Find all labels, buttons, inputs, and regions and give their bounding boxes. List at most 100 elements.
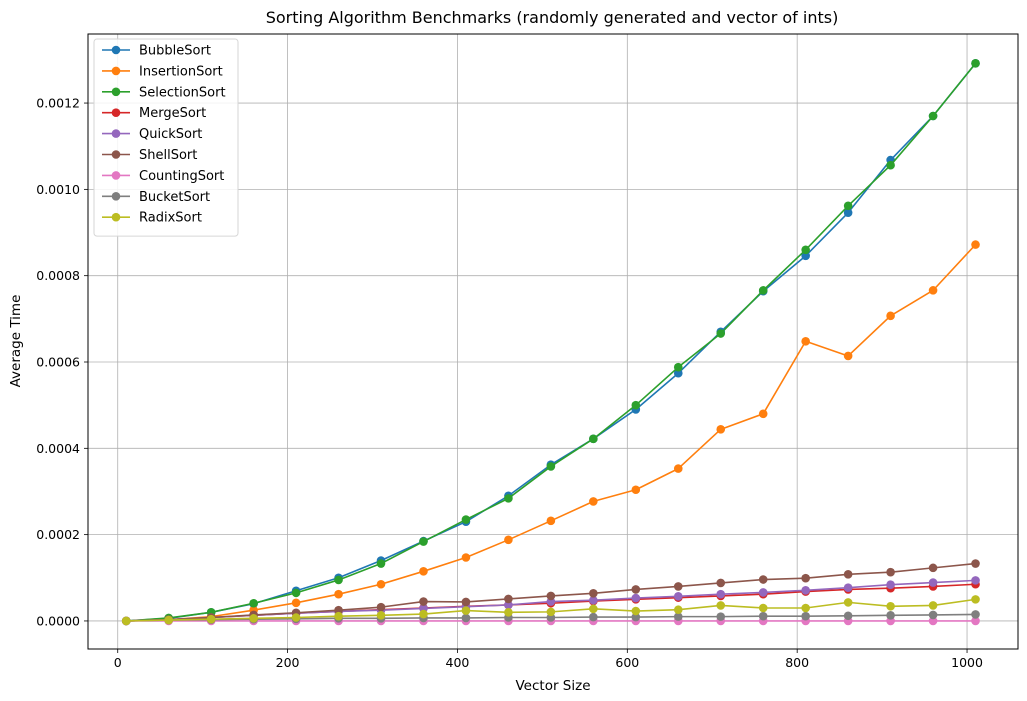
- data-point-insertionsort: [334, 589, 343, 599]
- data-point-quicksort: [971, 576, 980, 585]
- data-point-countingsort: [971, 616, 980, 626]
- legend-label: RadixSort: [139, 211, 202, 226]
- legend-marker: [111, 129, 121, 138]
- data-point-shellsort: [758, 575, 768, 584]
- x-tick-label: 600: [615, 655, 639, 670]
- chart-title: Sorting Algorithm Benchmarks (randomly g…: [266, 8, 839, 27]
- data-point-quicksort: [589, 595, 598, 605]
- legend-item-mergesort: MergeSort: [102, 106, 206, 121]
- series-radixsort: [121, 595, 980, 626]
- data-point-selectionsort: [843, 201, 853, 211]
- x-tick-label: 800: [785, 655, 809, 670]
- data-point-bucketsort: [758, 611, 768, 621]
- data-point-selectionsort: [291, 588, 301, 598]
- legend-label: ShellSort: [139, 148, 197, 163]
- legend-box: [93, 38, 239, 237]
- data-point-shellsort: [801, 573, 810, 583]
- data-point-radixsort: [971, 595, 980, 604]
- data-point-selectionsort: [334, 575, 343, 585]
- x-axis: 0 200 400 600 800 1000: [114, 649, 983, 670]
- data-point-quicksort: [631, 593, 641, 603]
- data-point-selectionsort: [886, 160, 895, 170]
- data-point-insertionsort: [673, 464, 683, 473]
- legend-label: BucketSort: [139, 190, 210, 205]
- data-point-shellsort: [673, 582, 683, 591]
- data-point-selectionsort: [546, 462, 556, 471]
- legend-marker: [111, 108, 121, 117]
- data-point-shellsort: [589, 589, 598, 598]
- x-tick-label: 200: [276, 655, 300, 670]
- legend-marker: [111, 192, 121, 201]
- data-point-shellsort: [504, 594, 513, 604]
- data-point-radixsort: [504, 608, 513, 617]
- data-point-quicksort: [504, 600, 513, 610]
- data-point-bucketsort: [801, 611, 810, 621]
- legend-label: BubbleSort: [139, 44, 211, 59]
- data-point-quicksort: [716, 589, 726, 599]
- data-point-radixsort: [886, 601, 895, 611]
- data-point-insertionsort: [376, 579, 386, 589]
- data-point-selectionsort: [419, 537, 428, 546]
- data-point-bucketsort: [716, 612, 726, 621]
- legend-label: InsertionSort: [139, 64, 223, 79]
- data-point-insertionsort: [589, 497, 598, 506]
- data-point-selectionsort: [928, 111, 938, 121]
- data-point-insertionsort: [419, 567, 428, 576]
- data-point-radixsort: [589, 604, 598, 614]
- legend-label: MergeSort: [139, 106, 206, 121]
- data-point-bubblesort: [801, 251, 810, 261]
- grid: [88, 34, 1018, 649]
- data-point-insertionsort: [461, 553, 471, 562]
- legend-label: CountingSort: [139, 169, 224, 184]
- legend-marker: [111, 150, 121, 159]
- legend-marker: [111, 212, 121, 222]
- y-tick-label: 0.0006: [36, 355, 80, 370]
- legend-item-shellsort: ShellSort: [102, 148, 197, 163]
- data-point-insertionsort: [758, 409, 768, 419]
- legend-item-bucketsort: BucketSort: [102, 190, 210, 205]
- data-point-radixsort: [673, 605, 683, 615]
- series-selectionsort: [121, 59, 980, 626]
- data-point-insertionsort: [843, 351, 853, 361]
- data-point-bucketsort: [461, 613, 471, 623]
- data-point-radixsort: [461, 606, 471, 615]
- legend-label: SelectionSort: [139, 85, 226, 100]
- data-point-shellsort: [419, 597, 428, 606]
- data-point-shellsort: [843, 570, 853, 579]
- data-point-insertionsort: [886, 311, 895, 321]
- data-point-selectionsort: [631, 400, 641, 410]
- data-point-radixsort: [164, 615, 173, 625]
- legend-marker: [111, 171, 121, 180]
- data-point-bubblesort: [673, 368, 683, 378]
- data-point-selectionsort: [971, 59, 980, 68]
- y-tick-label: 0.0008: [36, 268, 80, 283]
- series-insertionsort: [121, 240, 980, 626]
- data-point-selectionsort: [589, 434, 598, 444]
- data-point-radixsort: [376, 611, 386, 620]
- data-point-insertionsort: [801, 336, 810, 346]
- data-point-shellsort: [716, 578, 726, 588]
- data-point-radixsort: [716, 601, 726, 610]
- data-point-radixsort: [334, 611, 343, 621]
- data-point-shellsort: [886, 567, 895, 577]
- data-point-shellsort: [334, 605, 343, 615]
- data-point-selectionsort: [249, 598, 258, 608]
- data-point-countingsort: [928, 616, 938, 626]
- legend-item-countingsort: CountingSort: [102, 169, 224, 184]
- data-point-bucketsort: [928, 610, 938, 620]
- x-tick-label: 0: [114, 655, 122, 670]
- data-point-shellsort: [376, 602, 386, 612]
- data-point-selectionsort: [461, 515, 471, 524]
- data-point-insertionsort: [971, 240, 980, 249]
- data-point-bucketsort: [886, 611, 895, 620]
- legend-item-radixsort: RadixSort: [102, 211, 202, 226]
- data-point-selectionsort: [716, 329, 726, 338]
- data-point-selectionsort: [801, 245, 810, 255]
- data-point-radixsort: [206, 614, 216, 624]
- data-point-shellsort: [971, 559, 980, 568]
- data-point-radixsort: [249, 614, 258, 623]
- data-point-radixsort: [419, 609, 428, 619]
- x-axis-label: Vector Size: [515, 678, 590, 694]
- data-point-radixsort: [758, 603, 768, 613]
